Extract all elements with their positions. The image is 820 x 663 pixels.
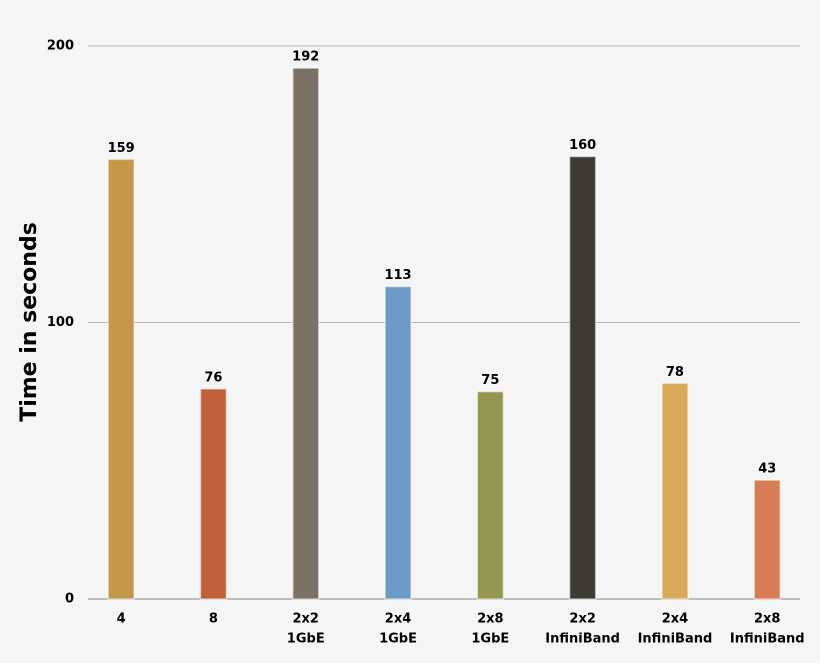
x-tick-label: 2x8: [477, 612, 503, 627]
x-tick-label: 2x4: [662, 612, 688, 627]
value-label: 76: [204, 370, 222, 385]
x-tick-label: InfiniBand: [730, 632, 805, 647]
x-tick-label: 2x2: [569, 612, 595, 627]
value-label: 192: [292, 50, 319, 65]
value-label: 160: [569, 138, 596, 153]
bar: [384, 285, 412, 600]
x-tick-label: InfiniBand: [545, 632, 620, 647]
y-tick-label: 0: [65, 592, 74, 607]
y-axis-label: Time in seconds: [17, 222, 42, 422]
bar: [661, 382, 689, 600]
value-label: 78: [666, 365, 684, 380]
bar: [476, 390, 505, 600]
x-tick-label: 1GbE: [471, 632, 509, 647]
x-tick-label: 4: [117, 612, 126, 627]
bar: [107, 158, 135, 600]
value-label: 43: [758, 462, 776, 477]
x-tick-label: 1GbE: [379, 632, 417, 647]
y-tick-label: 100: [47, 315, 74, 330]
x-tick-label: 2x2: [293, 612, 319, 627]
x-tick-label: InfiniBand: [638, 632, 713, 647]
bar: [292, 67, 320, 600]
bar: [199, 388, 228, 600]
bar: [568, 155, 597, 600]
value-label: 113: [384, 268, 411, 283]
value-label: 75: [481, 373, 499, 388]
y-tick-label: 200: [47, 39, 74, 54]
bar: [753, 479, 781, 600]
x-tick-label: 8: [209, 612, 218, 627]
x-tick-label: 2x8: [754, 612, 780, 627]
value-label: 159: [108, 141, 135, 156]
x-tick-label: 1GbE: [287, 632, 325, 647]
x-tick-label: 2x4: [385, 612, 411, 627]
